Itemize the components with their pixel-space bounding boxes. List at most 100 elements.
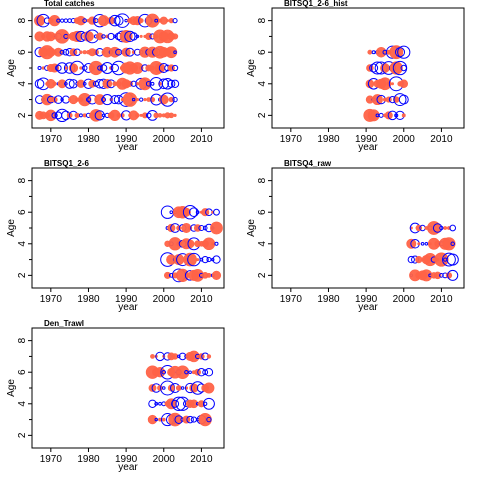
bubble-negative [181, 207, 191, 217]
bubble-negative [74, 112, 80, 118]
bubble-negative [210, 221, 223, 235]
bubble-positive [154, 401, 159, 406]
x-axis-label: year [358, 142, 378, 153]
bubble-positive [189, 207, 199, 218]
bubble-positive [82, 18, 88, 23]
x-tick-label: 2000 [393, 134, 416, 145]
x-tick-label: 1970 [280, 134, 303, 145]
bubble-positive [186, 415, 194, 424]
x-tick-label: 1990 [355, 134, 378, 145]
panel-4: Den_Trawl 1970 1980 1990 2000 2010 2 4 6 8 year Age [6, 319, 225, 473]
bubble-positive [202, 369, 209, 376]
bubble-positive [172, 96, 178, 103]
bubble-negative [443, 226, 448, 230]
bubble-negative [147, 414, 158, 425]
bubble-negative [206, 272, 212, 278]
x-tick-label: 1970 [40, 134, 63, 145]
bubble-positive [371, 50, 376, 55]
x-axis-label: year [118, 462, 138, 473]
bubble-positive [182, 204, 198, 220]
bubble-positive [161, 78, 174, 90]
bubble-negative [167, 223, 176, 233]
bubble-negative [417, 242, 421, 246]
bubble-positive [139, 97, 144, 102]
y-axis-label: Age [6, 59, 17, 77]
bubble-negative [163, 271, 172, 279]
bubble-positive [113, 15, 124, 26]
bubble-positive [171, 64, 179, 72]
bubble-positive [62, 48, 70, 56]
bubble-negative [83, 31, 94, 42]
bubble-positive [124, 18, 128, 23]
bubble-negative [52, 81, 57, 86]
bubble-positive [206, 416, 212, 423]
x-tick-label: 2000 [153, 454, 176, 465]
panel-title: Den_Trawl [44, 319, 84, 328]
bubble-positive [161, 369, 167, 375]
x-tick-label: 2000 [153, 294, 176, 305]
y-tick-label: 4 [17, 401, 28, 407]
bubble-negative [135, 82, 140, 86]
bubble-negative [173, 254, 185, 265]
y-tick-label: 6 [17, 49, 28, 55]
bubble-negative [82, 50, 87, 55]
bubble-positive [101, 113, 106, 118]
y-tick-label: 4 [257, 81, 268, 87]
bubble-negative [150, 354, 155, 359]
bubble-positive [154, 18, 159, 23]
x-tick-label: 1980 [317, 134, 340, 145]
y-tick-label: 6 [17, 369, 28, 375]
bubble-positive [172, 18, 178, 24]
panel-title: Total catches [44, 0, 95, 8]
bubble-negative [196, 258, 200, 262]
bubble-positive [206, 257, 212, 263]
bubble-negative [173, 113, 177, 117]
bubble-positive [107, 32, 115, 41]
bubble-positive [420, 241, 425, 246]
bubble-negative [386, 81, 391, 87]
bubble-positive [56, 18, 61, 23]
bubble-negative [154, 62, 166, 74]
bubble-negative [116, 113, 121, 118]
bubble-negative [138, 18, 144, 24]
bubble-positive [101, 97, 107, 103]
bubble-positive [199, 257, 204, 262]
bubble-positive [169, 210, 174, 215]
x-tick-label: 1980 [77, 294, 100, 305]
bubble-positive [109, 14, 121, 27]
bubble-negative [168, 96, 174, 103]
bubble-positive [135, 34, 140, 39]
bubble-positive [202, 397, 215, 410]
y-tick-label: 8 [257, 17, 268, 23]
bubble-negative [139, 34, 143, 38]
bubble-positive [113, 34, 117, 39]
bubble-negative [48, 15, 61, 27]
y-axis-label: Age [6, 379, 17, 397]
x-tick-label: 1990 [115, 294, 138, 305]
bubble-positive [447, 269, 459, 281]
bubble-negative [375, 46, 387, 58]
y-tick-label: 4 [17, 241, 28, 247]
panel-title: BITSQ4_raw [284, 159, 332, 168]
bubble-positive [131, 97, 136, 102]
bubble-negative [175, 365, 190, 379]
bubble-positive [177, 354, 181, 359]
bubble-negative [88, 16, 97, 25]
bubble-negative [401, 113, 406, 118]
bubble-positive [64, 81, 68, 86]
bubble-negative [433, 271, 442, 280]
bubble-negative [107, 16, 115, 25]
bubble-negative [380, 63, 390, 73]
bubble-negative [211, 242, 215, 246]
bubbles [160, 204, 223, 283]
bubble-negative [198, 412, 212, 427]
bubble-negative [367, 49, 373, 55]
bubble-positive [190, 416, 197, 423]
x-axis-label: year [118, 302, 138, 313]
panel-0: Total catches 1970 1980 1990 2000 2010 2 4 6 8 yea… [6, 0, 225, 153]
bubble-negative [197, 400, 205, 408]
bubble-negative [154, 367, 166, 378]
bubble-negative [135, 113, 140, 118]
bubble-positive [63, 18, 69, 23]
bubble-negative [171, 33, 179, 40]
